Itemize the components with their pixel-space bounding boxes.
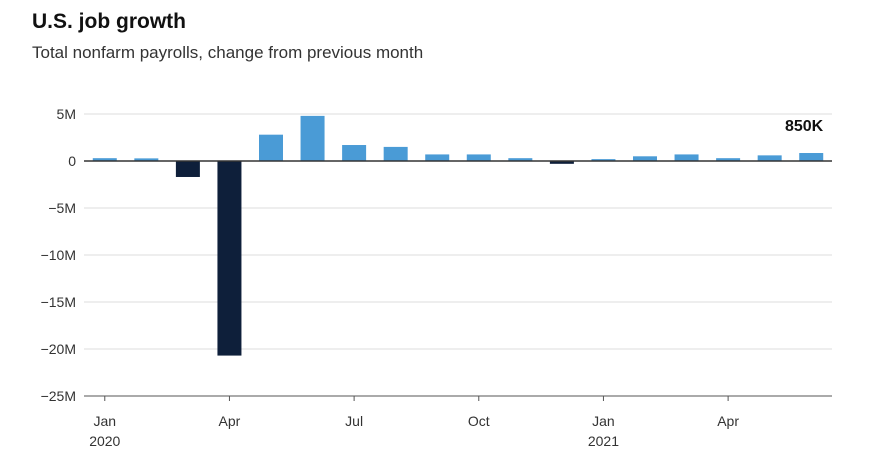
chart-subtitle: Total nonfarm payrolls, change from prev… [32,43,424,62]
y-tick-label: 5M [57,106,76,122]
bar [259,134,283,161]
x-tick-year-label: 2020 [89,433,120,449]
bar [799,153,824,161]
bar [633,156,657,161]
chart-title: U.S. job growth [32,10,186,33]
bar [466,154,491,161]
x-axis: Jan 2020 Apr Jul Oct Jan 2021 Apr [84,395,832,449]
bar [591,159,616,161]
bar [425,154,450,161]
data-label: 850K [785,118,824,135]
bars [92,115,824,356]
bar [175,161,200,177]
bar [757,155,782,161]
x-tick-label: Jul [345,413,363,429]
y-tick-label: −20M [41,341,76,357]
bar [383,146,408,161]
x-tick-label: Jan [592,413,615,429]
bar [134,158,159,161]
x-tick-label: Jan [93,413,116,429]
x-tick-label: Apr [717,413,739,429]
y-tick-label: −25M [41,388,76,404]
bar [716,158,741,161]
bar [508,158,533,161]
y-axis-tick-labels: 5M 0 −5M −10M −15M −20M −25M [41,106,77,404]
y-tick-label: −15M [41,294,76,310]
bar [342,145,367,161]
y-tick-label: 0 [68,153,76,169]
gridlines [84,113,832,397]
bar [674,154,699,161]
bar [549,161,574,164]
bar [300,115,325,161]
x-tick-label: Oct [468,413,490,429]
y-tick-label: −5M [48,200,76,216]
bar [92,158,117,161]
bar [217,161,242,356]
annotations: 850K [785,118,824,135]
x-tick-label: Apr [219,413,241,429]
x-tick-year-label: 2021 [588,433,619,449]
y-tick-label: −10M [41,247,76,263]
